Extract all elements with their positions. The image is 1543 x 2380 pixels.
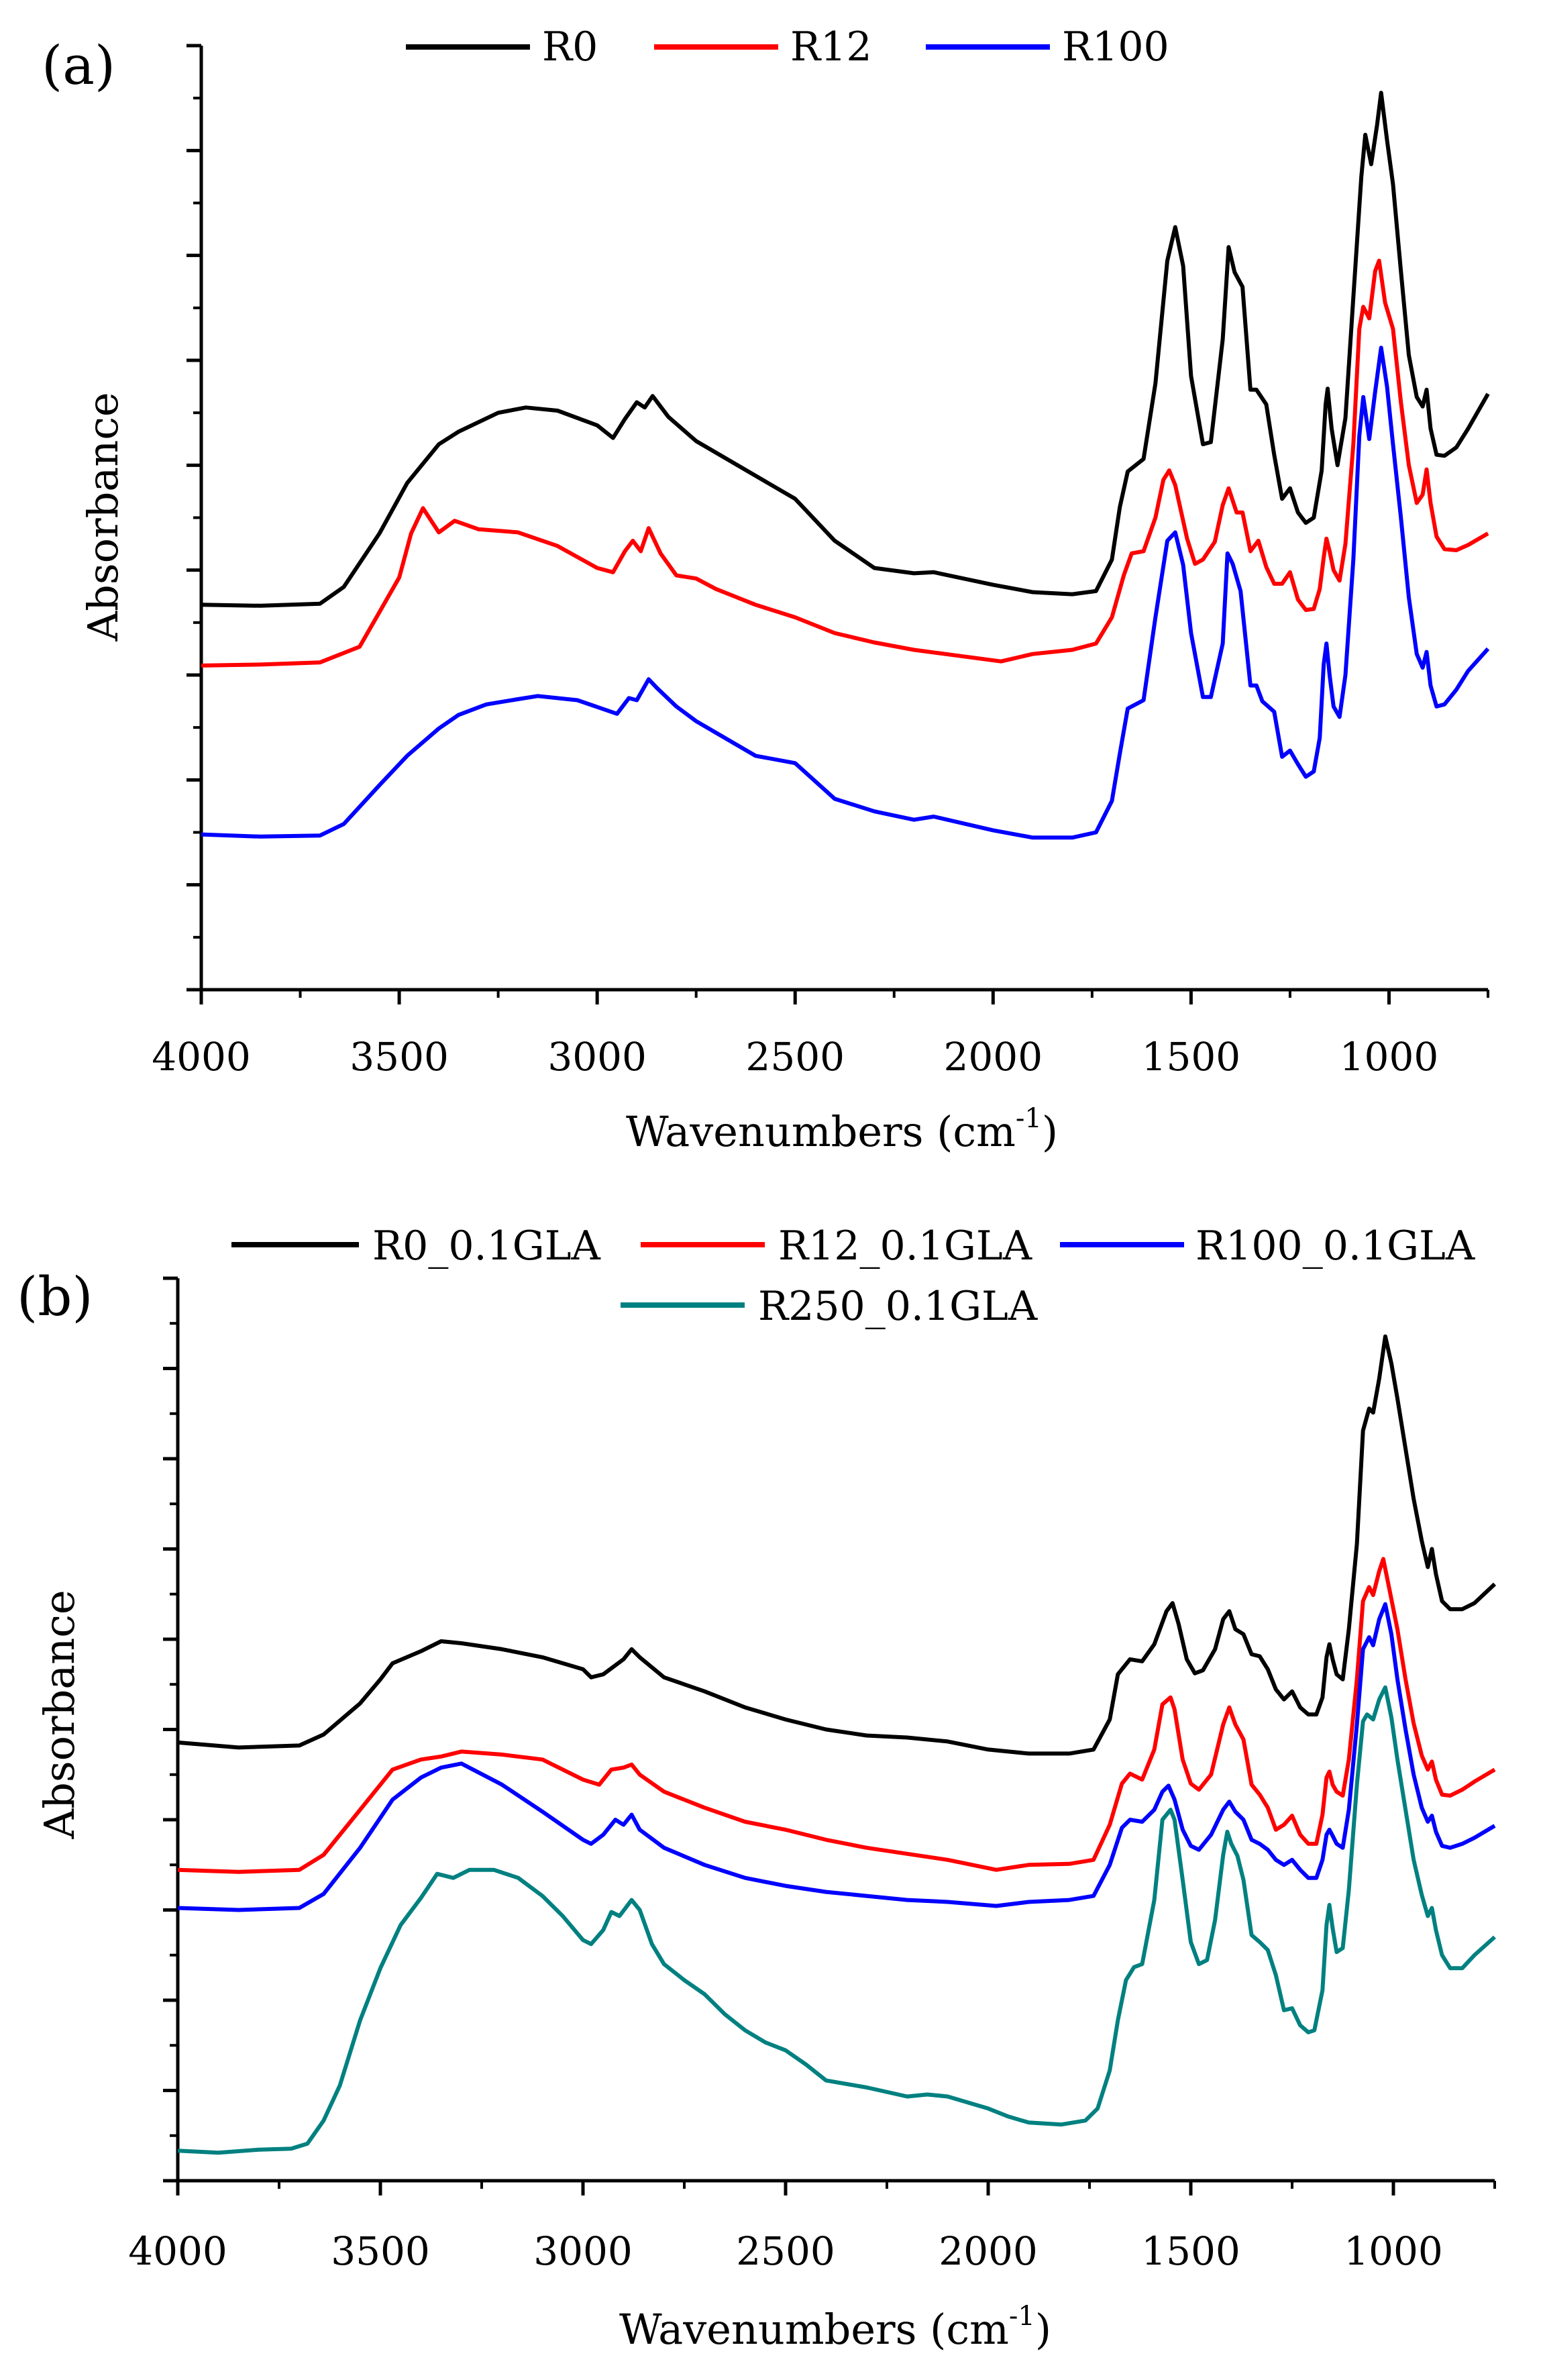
panel-b-x-ticks (176, 2181, 1496, 2195)
panel-a-x-ticks (199, 990, 1489, 1004)
panel-a-y-axis-title: Absorbance (78, 392, 127, 641)
panel-a-legend: R0 R12 R100 (406, 23, 1169, 70)
panel-a-series (201, 91, 1490, 840)
legend-label-r0: R0 (542, 23, 598, 70)
x-tick-label: 2500 (745, 1034, 845, 1080)
x-tick-label: 1000 (1340, 1034, 1439, 1080)
legend-label-r0-gla: R0_0.1GLA (372, 1223, 601, 1270)
panel-b-legend: R0_0.1GLA R12_0.1GLA R100_0.1GLA R250_0.… (231, 1223, 1475, 1330)
panel-b-chart: (b) R0_0.1GLA R12_0.1GLA R100_0.1GLA R25… (17, 1223, 1497, 2354)
panel-b-series (177, 1334, 1497, 2155)
series-line-r0-gla (177, 1334, 1497, 1756)
panel-b-y-ticks (163, 1276, 178, 2183)
panel-b-x-title-main: Wavenumbers (cm (619, 2305, 1009, 2354)
panel-b-x-title-close: ) (1035, 2305, 1051, 2354)
panel-a-x-axis-title: Wavenumbers (cm-1) (626, 1103, 1058, 1156)
legend-label-r100-gla: R100_0.1GLA (1195, 1223, 1475, 1270)
x-tick-label: 3500 (350, 1034, 449, 1080)
x-tick-label: 2000 (939, 2228, 1038, 2274)
x-tick-label: 2500 (736, 2228, 835, 2274)
panel-b-x-title-sup: -1 (1009, 2301, 1035, 2332)
x-tick-label: 3000 (547, 1034, 647, 1080)
x-tick-label: 2000 (944, 1034, 1043, 1080)
panel-a-y-ticks (187, 44, 201, 992)
x-tick-label: 1000 (1344, 2228, 1443, 2274)
panel-b-x-tick-labels: 4000 3500 3000 2500 2000 1500 1000 (128, 2228, 1443, 2274)
x-tick-label: 4000 (152, 1034, 251, 1080)
series-line-r250-gla (177, 1685, 1496, 2155)
x-tick-label: 3000 (533, 2228, 633, 2274)
x-tick-label: 4000 (128, 2228, 227, 2274)
panel-a-x-title-close: ) (1042, 1107, 1058, 1156)
legend-label-r100: R100 (1062, 23, 1169, 70)
panel-b-label: (b) (17, 1265, 93, 1328)
panel-a-chart: (a) R0 R12 R100 4000 3500 3000 2500 2000 1500… (42, 23, 1490, 1156)
series-line-r100-gla (177, 1602, 1496, 1912)
panel-b-y-axis-title: Absorbance (35, 1590, 84, 1839)
legend-label-r250-gla: R250_0.1GLA (758, 1283, 1038, 1330)
series-line-r12 (201, 258, 1489, 668)
panel-a-x-title-sup: -1 (1016, 1103, 1042, 1134)
x-tick-label: 1500 (1141, 2228, 1240, 2274)
series-line-r0 (201, 91, 1490, 608)
panel-b-x-axis-title: Wavenumbers (cm-1) (619, 2301, 1051, 2354)
x-tick-label: 1500 (1142, 1034, 1241, 1080)
x-tick-label: 3500 (331, 2228, 430, 2274)
legend-label-r12-gla: R12_0.1GLA (778, 1223, 1032, 1270)
legend-label-r12: R12 (790, 23, 872, 70)
series-line-r12-gla (177, 1557, 1496, 1874)
panel-a-x-title-main: Wavenumbers (cm (626, 1107, 1016, 1156)
panel-a-label: (a) (42, 34, 115, 97)
series-line-r100 (201, 346, 1490, 840)
panel-a-x-tick-labels: 4000 3500 3000 2500 2000 1500 1000 (152, 1034, 1438, 1080)
